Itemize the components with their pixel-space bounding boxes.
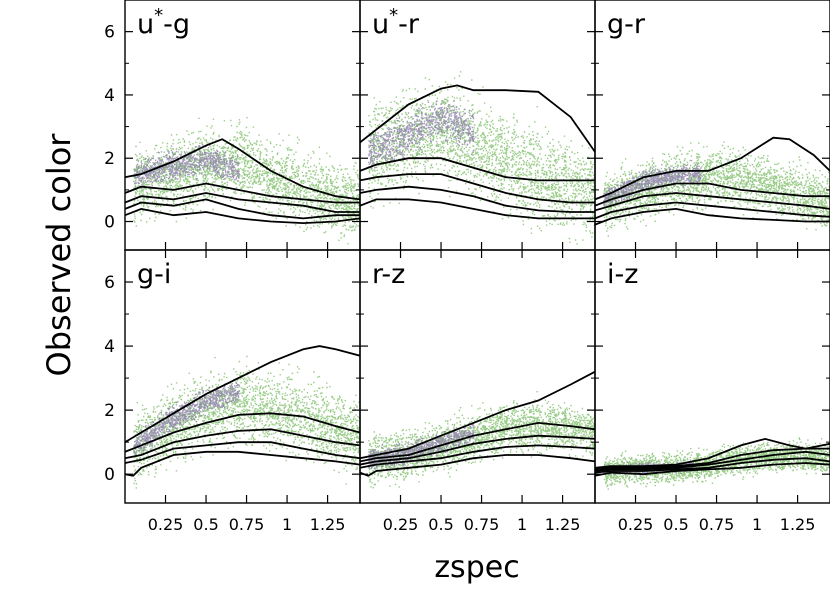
y-tick-label: 2 <box>104 149 115 169</box>
track-line-5 <box>125 207 360 225</box>
track-line-5 <box>125 450 360 477</box>
track-line-4 <box>360 444 595 469</box>
track-line-4 <box>360 185 595 213</box>
track-line-4 <box>595 457 830 474</box>
scatter-cloud <box>603 141 830 237</box>
panel-u*-g: 0 2 4 6 u*-g <box>104 0 361 251</box>
y-tick-label: 4 <box>104 337 115 357</box>
x-tick-label: 1.25 <box>310 515 346 534</box>
scatter-dense-cloud <box>133 144 240 190</box>
x-axis-label: zspec <box>434 550 519 585</box>
panel-u*-r: u*-r <box>359 0 596 251</box>
panel-title: u*-r <box>372 5 420 40</box>
x-tick-label: 1 <box>282 515 292 534</box>
panel-title-main: g-i <box>137 259 171 290</box>
scatter-points <box>603 141 830 237</box>
x-tick-label: 0.25 <box>383 515 419 534</box>
y-tick-label: 6 <box>104 23 115 43</box>
panel-title-sup: * <box>389 5 398 26</box>
panel-title: i-z <box>607 259 638 290</box>
scatter-cloud <box>368 71 595 245</box>
x-tick-label: 0.5 <box>663 515 688 534</box>
panel-title-main: u <box>137 9 154 40</box>
panel-title-sup: * <box>154 5 163 26</box>
scatter-dense-cloud <box>603 159 702 208</box>
x-tick-label: 1.25 <box>780 515 816 534</box>
track-line-3 <box>595 450 830 472</box>
scatter-points <box>133 117 360 245</box>
track-line-3 <box>125 192 360 213</box>
x-tick-label: 0.5 <box>428 515 453 534</box>
track-line-3 <box>595 192 830 212</box>
panel-title: g-r <box>607 9 646 40</box>
x-tick-label: 1 <box>752 515 762 534</box>
scatter-cloud <box>133 355 360 489</box>
track-line-2 <box>360 421 595 463</box>
track-line-1 <box>595 437 830 469</box>
scatter-cloud <box>368 391 595 489</box>
track-line-3 <box>360 434 595 466</box>
scatter-points <box>133 355 360 489</box>
track-line-1 <box>360 84 595 153</box>
panel-title: u*-g <box>137 5 190 40</box>
track-line-1 <box>125 138 360 201</box>
panel-title: r-z <box>372 259 405 290</box>
track-line-5 <box>595 462 830 477</box>
y-tick-label: 2 <box>104 401 115 421</box>
track-line-1 <box>595 136 830 201</box>
x-tick-label: 1.25 <box>545 515 581 534</box>
scatter-points <box>368 71 595 245</box>
panel-g-i: 0 2 4 6 0.25 0.5 0.75 1 1.25 g-i <box>104 249 361 534</box>
track-line-4 <box>125 198 360 220</box>
track-line-3 <box>125 428 360 460</box>
scatter-dense-cloud <box>133 378 240 456</box>
track-line-4 <box>125 441 360 464</box>
track-line-5 <box>595 207 830 226</box>
panel-title-main: r-z <box>372 259 405 290</box>
x-tick-label: 1 <box>517 515 527 534</box>
x-tick-label: 0.75 <box>699 515 735 534</box>
track-line-2 <box>360 157 595 182</box>
panel-title-main: i-z <box>607 259 638 290</box>
y-axis-label: Observed color <box>40 133 78 377</box>
scatter-dense-cloud <box>368 98 475 169</box>
panel-frame <box>594 249 830 504</box>
track-line-1 <box>360 370 595 460</box>
panel-title-rest: -r <box>398 9 420 40</box>
track-line-3 <box>360 173 595 204</box>
scatter-points <box>368 391 595 489</box>
track-line-1 <box>125 345 360 443</box>
x-tick-label: 0.5 <box>193 515 218 534</box>
track-line-2 <box>595 447 830 471</box>
panel-title-main: g-r <box>607 9 646 40</box>
track-line-5 <box>360 198 595 220</box>
panel-title-rest: -g <box>163 9 190 40</box>
scatter-cloud <box>133 117 360 245</box>
track-line-2 <box>125 412 360 453</box>
track-line-4 <box>595 201 830 220</box>
y-tick-label: 4 <box>104 86 115 106</box>
panel-title: g-i <box>137 259 171 290</box>
x-tick-label: 0.25 <box>618 515 654 534</box>
track-line-2 <box>595 182 830 207</box>
panel-i-z: 0.25 0.5 0.75 1 1.25 i-z <box>594 249 830 534</box>
track-line-5 <box>360 454 595 477</box>
x-tick-label: 0.75 <box>229 515 265 534</box>
y-tick-label: 6 <box>104 273 115 293</box>
panel-title-main: u <box>372 9 389 40</box>
x-tick-label: 0.25 <box>148 515 184 534</box>
scatter-dense-cloud <box>368 423 475 470</box>
track-line-2 <box>125 182 360 204</box>
y-tick-label: 0 <box>104 213 115 233</box>
x-tick-label: 0.75 <box>464 515 500 534</box>
y-tick-label: 0 <box>104 465 115 485</box>
panel-g-r: g-r <box>594 0 830 251</box>
panel-frame <box>359 0 596 251</box>
panel-r-z: 0.25 0.5 0.75 1 1.25 r-z <box>359 249 596 534</box>
